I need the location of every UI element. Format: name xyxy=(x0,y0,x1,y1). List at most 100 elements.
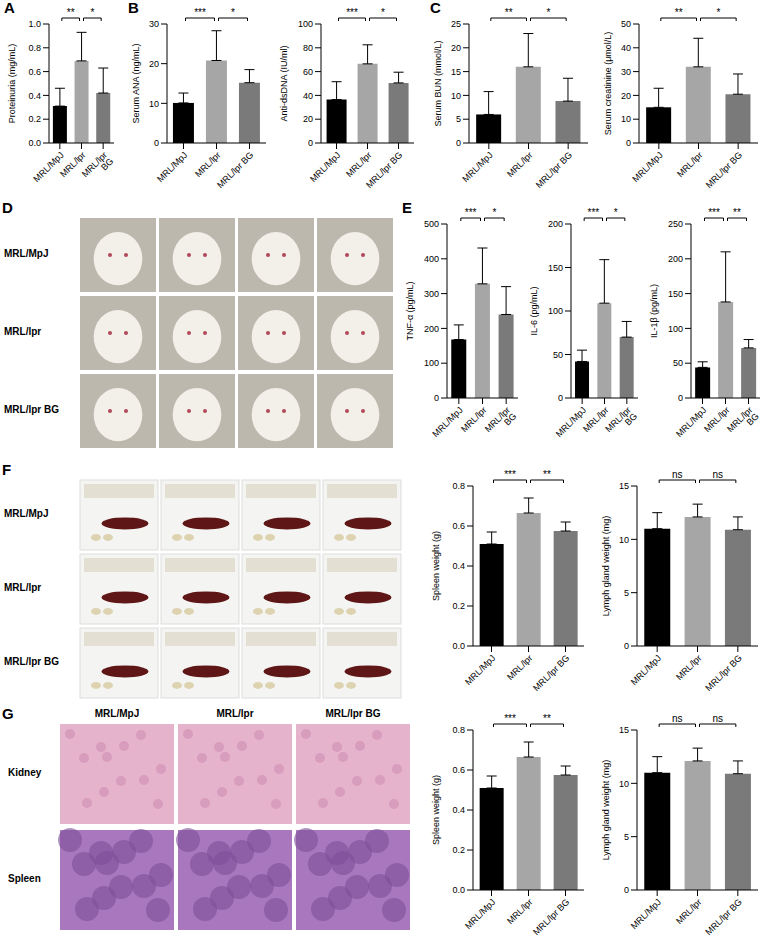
svg-text:0: 0 xyxy=(626,138,631,148)
svg-text:15: 15 xyxy=(619,725,629,735)
svg-text:150: 150 xyxy=(548,263,563,273)
svg-text:10: 10 xyxy=(621,114,631,124)
svg-text:0.4: 0.4 xyxy=(452,561,465,571)
svg-text:Spleen weight (g): Spleen weight (g) xyxy=(431,531,441,601)
svg-text:MRL/MpJ: MRL/MpJ xyxy=(629,653,663,687)
svg-text:*: * xyxy=(90,7,94,18)
svg-text:Lymph gland weight (mg): Lymph gland weight (mg) xyxy=(601,760,611,861)
svg-text:***: *** xyxy=(708,207,720,218)
svg-text:0: 0 xyxy=(434,393,439,403)
svg-text:50: 50 xyxy=(673,358,683,368)
svg-text:0: 0 xyxy=(624,641,629,651)
svg-text:Anti-dsDNA (IU/ml): Anti-dsDNA (IU/ml) xyxy=(279,45,289,121)
svg-text:MRL/lprBG: MRL/lprBG xyxy=(483,405,519,441)
svg-text:*: * xyxy=(546,7,550,18)
svg-text:MRL/lpr BG: MRL/lpr BG xyxy=(364,150,404,190)
svg-text:**: ** xyxy=(675,7,683,18)
svg-text:10: 10 xyxy=(619,535,629,545)
svg-text:0.6: 0.6 xyxy=(452,765,465,775)
svg-text:MRL/lpr BG: MRL/lpr BG xyxy=(704,150,744,190)
svg-text:20: 20 xyxy=(451,43,461,53)
svg-text:MRL/lpr: MRL/lpr xyxy=(505,653,534,682)
svg-text:0.2: 0.2 xyxy=(452,845,465,855)
svg-text:MRL/lprBG: MRL/lprBG xyxy=(603,405,639,441)
svg-text:0: 0 xyxy=(678,393,683,403)
svg-text:100: 100 xyxy=(424,358,439,368)
svg-text:200: 200 xyxy=(668,254,683,264)
svg-text:MRL/MpJ: MRL/MpJ xyxy=(674,405,708,439)
svg-text:MRL/lpr BG: MRL/lpr BG xyxy=(703,653,743,693)
svg-text:100: 100 xyxy=(548,306,563,316)
svg-text:***: *** xyxy=(587,207,599,218)
svg-text:***: *** xyxy=(465,207,477,218)
svg-text:MRL/lpr: MRL/lpr xyxy=(344,150,373,179)
svg-text:15: 15 xyxy=(619,481,629,491)
svg-text:**: ** xyxy=(67,7,75,18)
svg-text:500: 500 xyxy=(424,219,439,229)
svg-text:***: *** xyxy=(504,469,516,480)
svg-text:30: 30 xyxy=(149,19,159,29)
svg-text:Serum ANA (ng/mL): Serum ANA (ng/mL) xyxy=(131,43,141,123)
svg-text:ns: ns xyxy=(712,469,723,480)
svg-text:MRL/MpJ: MRL/MpJ xyxy=(630,150,664,184)
svg-text:0.2: 0.2 xyxy=(28,114,41,124)
svg-text:0.0: 0.0 xyxy=(28,138,41,148)
svg-text:40: 40 xyxy=(303,91,313,101)
svg-text:30: 30 xyxy=(621,67,631,77)
svg-text:0: 0 xyxy=(456,138,461,148)
svg-text:MRL/lpr BG: MRL/lpr BG xyxy=(531,653,571,693)
svg-text:25: 25 xyxy=(451,19,461,29)
svg-text:MRL/MpJ: MRL/MpJ xyxy=(308,150,342,184)
svg-text:20: 20 xyxy=(621,91,631,101)
svg-text:0.0: 0.0 xyxy=(452,641,465,651)
svg-text:MRL/lpr BG: MRL/lpr BG xyxy=(531,897,571,937)
svg-text:*: * xyxy=(231,7,235,18)
svg-text:20: 20 xyxy=(149,59,159,69)
svg-text:Proteinuria (mg/mL): Proteinuria (mg/mL) xyxy=(7,44,17,124)
svg-text:Spleen weight (g): Spleen weight (g) xyxy=(431,775,441,845)
svg-text:0.6: 0.6 xyxy=(28,67,41,77)
svg-text:0.4: 0.4 xyxy=(28,91,41,101)
svg-text:10: 10 xyxy=(451,91,461,101)
svg-text:IL-6 (pg/mL): IL-6 (pg/mL) xyxy=(529,286,539,335)
svg-text:400: 400 xyxy=(424,254,439,264)
svg-text:0: 0 xyxy=(308,138,313,148)
svg-text:*: * xyxy=(492,207,496,218)
svg-text:**: ** xyxy=(733,207,741,218)
svg-text:ns: ns xyxy=(672,469,683,480)
svg-text:**: ** xyxy=(543,469,551,480)
svg-text:10: 10 xyxy=(619,779,629,789)
svg-text:MRL/MpJ: MRL/MpJ xyxy=(31,150,65,184)
svg-text:ns: ns xyxy=(712,713,723,724)
svg-text:IL-1β (pg/mL): IL-1β (pg/mL) xyxy=(649,284,659,338)
svg-text:0.8: 0.8 xyxy=(28,43,41,53)
svg-text:5: 5 xyxy=(456,114,461,124)
svg-text:10: 10 xyxy=(149,99,159,109)
svg-text:5: 5 xyxy=(624,832,629,842)
svg-text:0: 0 xyxy=(154,138,159,148)
svg-text:Serum creatinine (μmol/L): Serum creatinine (μmol/L) xyxy=(603,32,613,136)
svg-text:ns: ns xyxy=(672,713,683,724)
svg-text:0.2: 0.2 xyxy=(452,601,465,611)
svg-text:0: 0 xyxy=(624,885,629,895)
svg-text:Serum BUN (mmol/L): Serum BUN (mmol/L) xyxy=(433,40,443,126)
svg-text:MRL/lpr: MRL/lpr xyxy=(674,897,703,926)
svg-text:20: 20 xyxy=(303,114,313,124)
svg-text:MRL/MpJ: MRL/MpJ xyxy=(463,897,497,931)
svg-text:5: 5 xyxy=(624,588,629,598)
svg-text:MRL/lprBG: MRL/lprBG xyxy=(80,150,116,186)
svg-text:MRL/MpJ: MRL/MpJ xyxy=(430,405,464,439)
svg-text:MRL/MpJ: MRL/MpJ xyxy=(460,150,494,184)
svg-text:MRL/MpJ: MRL/MpJ xyxy=(629,897,663,931)
svg-text:MRL/lpr: MRL/lpr xyxy=(674,653,703,682)
svg-text:200: 200 xyxy=(548,219,563,229)
svg-text:300: 300 xyxy=(424,289,439,299)
svg-text:150: 150 xyxy=(668,289,683,299)
svg-text:MRL/MpJ: MRL/MpJ xyxy=(554,405,588,439)
svg-text:MRL/lpr BG: MRL/lpr BG xyxy=(215,150,255,190)
svg-text:MRL/lpr: MRL/lpr xyxy=(193,150,222,179)
svg-text:1.0: 1.0 xyxy=(28,19,41,29)
svg-text:*: * xyxy=(614,207,618,218)
svg-text:100: 100 xyxy=(298,19,313,29)
svg-text:*: * xyxy=(381,7,385,18)
